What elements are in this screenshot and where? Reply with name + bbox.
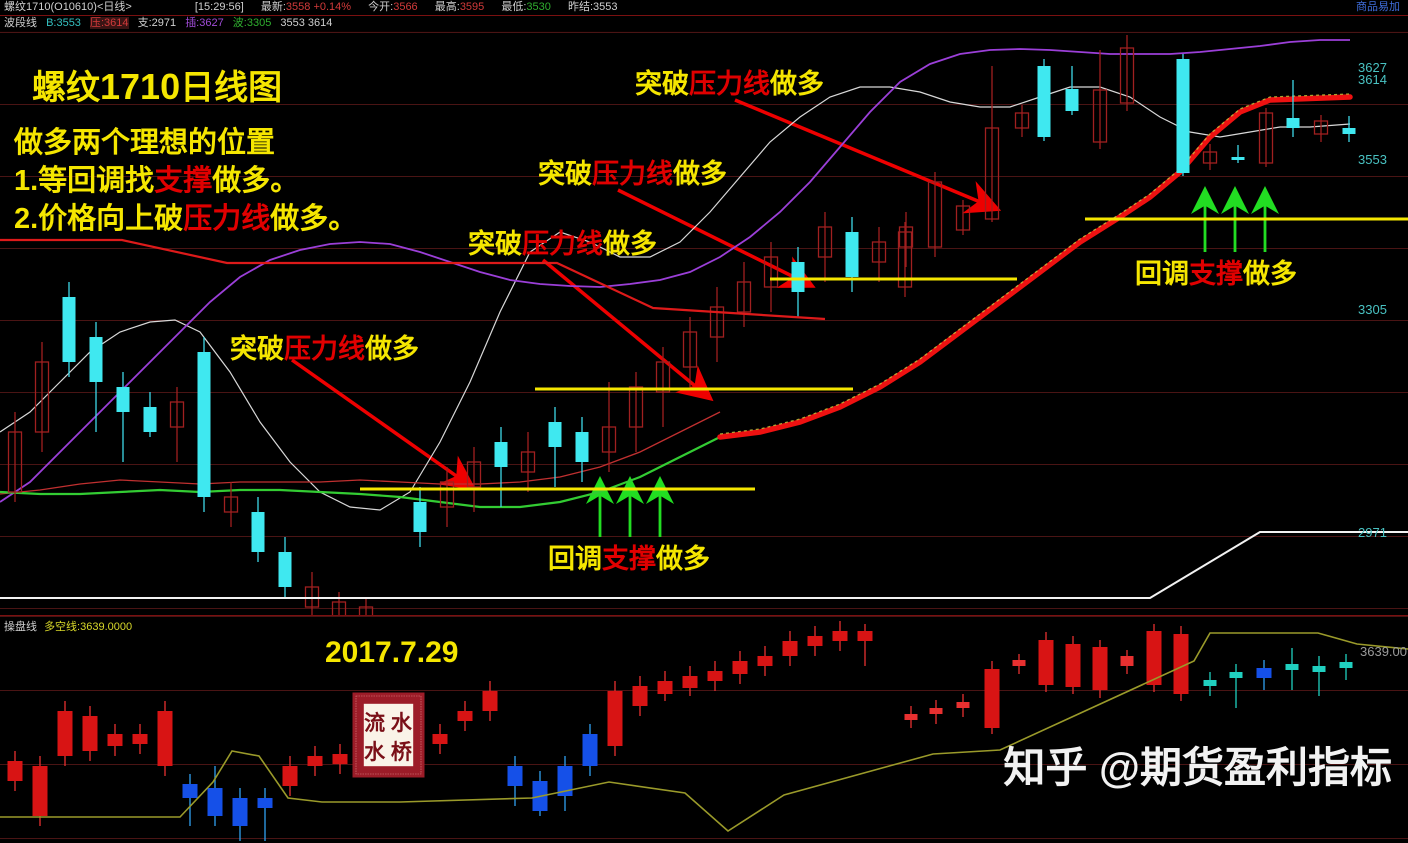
- svg-text:流 水: 流 水: [364, 711, 413, 735]
- svg-text:水 桥: 水 桥: [364, 740, 413, 764]
- svg-text:3639.00: 3639.00: [1360, 644, 1407, 659]
